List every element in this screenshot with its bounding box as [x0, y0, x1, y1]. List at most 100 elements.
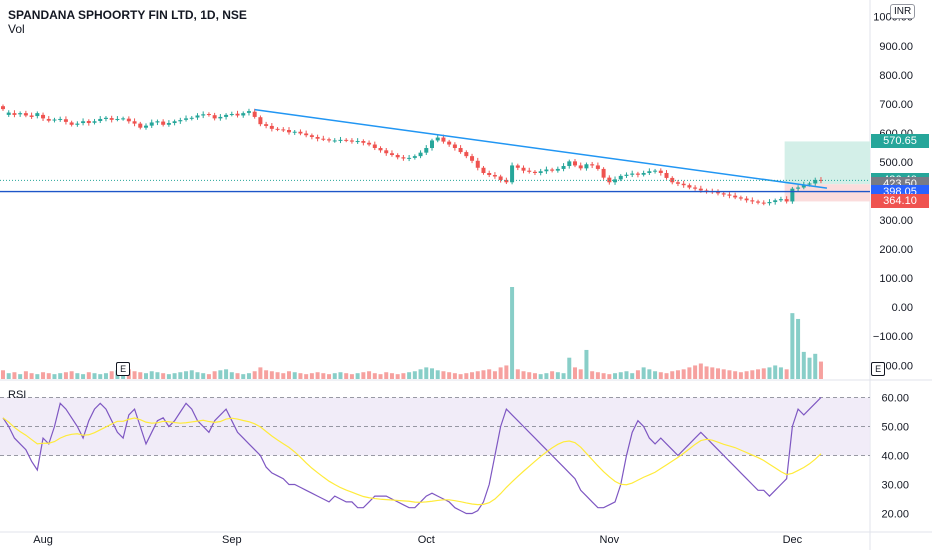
- candle-body: [664, 172, 669, 178]
- candle-body: [532, 171, 537, 173]
- candle-body: [407, 157, 412, 159]
- volume-bar: [195, 372, 200, 379]
- price-tick-label: 900.00: [879, 41, 913, 53]
- volume-legend[interactable]: Vol: [8, 22, 25, 36]
- candle-body: [487, 172, 492, 176]
- time-tick-label: Sep: [222, 534, 242, 546]
- candle-body: [224, 114, 229, 117]
- candle-body: [790, 188, 795, 202]
- candle-body: [92, 121, 97, 123]
- candle-body: [344, 139, 349, 141]
- volume-bar: [109, 371, 114, 379]
- candle-body: [178, 120, 183, 122]
- candle-body: [246, 111, 251, 113]
- earnings-marker[interactable]: E: [116, 362, 131, 376]
- symbol-title[interactable]: SPANDANA SPHOORTY FIN LTD, 1D, NSE: [8, 8, 247, 22]
- price-axis[interactable]: 1000.00900.00800.00700.00600.00500.00400…: [873, 12, 913, 521]
- candle-body: [733, 195, 738, 198]
- volume-bar: [710, 367, 715, 379]
- volume-bar: [389, 373, 394, 379]
- volume-bar: [292, 372, 297, 379]
- volume-bar: [424, 367, 429, 379]
- rsi-tick-label: 40.00: [881, 451, 909, 463]
- volume-bar: [281, 373, 286, 379]
- candle-body: [555, 168, 560, 171]
- volume-bar: [630, 373, 635, 379]
- currency-unit-button[interactable]: INR: [890, 4, 916, 19]
- candle-body: [716, 192, 720, 194]
- volume-bar: [441, 371, 446, 379]
- volume-bar: [155, 372, 160, 379]
- candle-body: [281, 129, 286, 131]
- candle-body: [309, 135, 314, 137]
- candle-body: [269, 125, 274, 129]
- candle-body: [63, 119, 68, 122]
- candle-body: [144, 125, 148, 128]
- candle-body: [567, 161, 572, 167]
- price-badge-target: 570.65: [871, 134, 929, 149]
- volume-bar: [287, 371, 291, 379]
- volume-bar: [464, 373, 469, 379]
- volume-bar: [401, 373, 406, 379]
- candle-body: [447, 141, 452, 145]
- volume-bar: [12, 372, 17, 379]
- candle-body: [155, 121, 160, 123]
- volume-bar: [481, 370, 486, 379]
- volume-bar: [258, 367, 263, 379]
- candle-body: [475, 160, 480, 168]
- candle-body: [641, 172, 646, 175]
- candle-body: [635, 173, 640, 175]
- candle-body: [138, 123, 143, 128]
- candle-body: [161, 121, 166, 125]
- price-tick-label: 800.00: [879, 70, 913, 82]
- volume-bar: [321, 373, 326, 379]
- candle-body: [401, 157, 406, 159]
- candle-body: [212, 115, 217, 119]
- candle-body: [601, 168, 606, 178]
- candle-body: [744, 198, 749, 201]
- volume-bar: [212, 371, 217, 379]
- candle-body: [349, 140, 354, 142]
- volume-bar: [687, 367, 692, 379]
- candle-body: [681, 183, 686, 186]
- drawn-lines[interactable]: [0, 108, 870, 193]
- candle-body: [103, 117, 108, 119]
- volume-bar: [58, 373, 63, 379]
- rsi-legend[interactable]: RSI: [8, 389, 27, 401]
- candle-body: [470, 156, 475, 161]
- candle-body: [201, 114, 206, 116]
- candle-body: [361, 141, 366, 143]
- candle-body: [527, 170, 532, 172]
- volume-bar: [144, 373, 148, 379]
- volume-bar: [81, 374, 86, 379]
- volume-bar: [246, 373, 251, 379]
- earnings-marker[interactable]: E: [871, 362, 886, 376]
- volume-bar: [304, 374, 309, 379]
- volume-bar: [698, 363, 703, 379]
- volume-bar: [218, 370, 223, 379]
- position-tool[interactable]: [784, 141, 870, 202]
- price-tick-label: 100.00: [879, 273, 913, 285]
- volume-bar: [35, 374, 40, 379]
- volume-bar: [544, 373, 549, 379]
- candle-body: [389, 153, 394, 155]
- candle-body: [464, 152, 469, 157]
- volume-bar: [498, 367, 503, 379]
- rsi-tick-label: 50.00: [881, 422, 909, 434]
- volume-bar: [790, 313, 795, 379]
- volume-bar: [750, 370, 755, 379]
- volume-bar: [395, 374, 400, 379]
- volume-bar: [29, 373, 34, 379]
- volume-bar: [784, 369, 789, 379]
- volume-bar: [521, 371, 526, 379]
- volume-bar: [41, 372, 46, 379]
- time-axis[interactable]: AugSepOctNovDec2022Feb: [33, 534, 932, 546]
- candle-body: [1, 106, 5, 110]
- candle-body: [647, 171, 652, 173]
- volume-bar: [515, 369, 520, 379]
- price-tick-label: 200.00: [879, 244, 913, 256]
- volume-bar: [298, 373, 303, 379]
- candle-body: [304, 133, 309, 136]
- candle-body: [287, 130, 291, 133]
